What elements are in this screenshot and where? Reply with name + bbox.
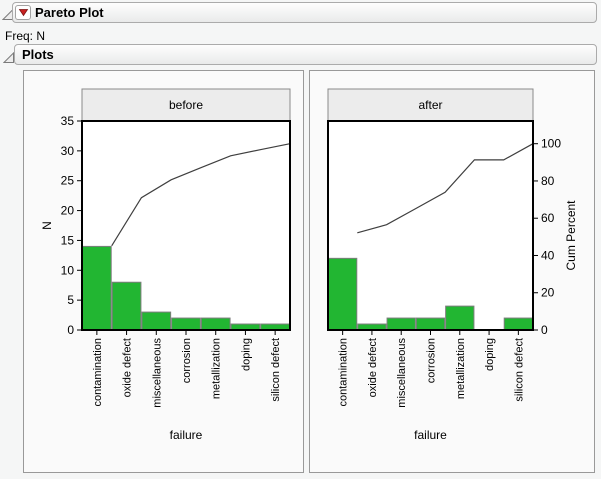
x-category-label: doping xyxy=(484,338,496,371)
red-triangle-menu-button[interactable] xyxy=(15,5,31,20)
x-category-label: contamination xyxy=(92,338,104,407)
y-tick-label: 0 xyxy=(541,323,548,337)
x-category-label: silicon defect xyxy=(513,338,525,402)
pareto-bar-metallization[interactable] xyxy=(445,305,475,331)
y-axis-title-left: N xyxy=(40,221,54,230)
pareto-bar-contamination[interactable] xyxy=(82,245,112,331)
y-tick-label: 15 xyxy=(61,233,75,247)
y-tick-label: 80 xyxy=(541,174,555,188)
x-category-label: metallization xyxy=(211,338,223,399)
y-tick-label: 0 xyxy=(67,323,74,337)
x-category-label: corrosion xyxy=(426,338,438,383)
x-category-label: corrosion xyxy=(181,338,193,383)
cum-percent-line xyxy=(357,143,534,234)
y-axis-title-right: Cum Percent xyxy=(564,200,578,271)
x-category-label: oxide defect xyxy=(122,338,134,397)
pareto-bar-miscellaneous[interactable] xyxy=(141,311,172,331)
panel-label: before xyxy=(169,98,203,112)
panel-header xyxy=(81,88,291,122)
x-category-label: doping xyxy=(240,338,252,371)
y-tick-label: 30 xyxy=(61,144,75,158)
pareto-bar-miscellaneous[interactable] xyxy=(386,317,416,331)
x-axis-title: failure xyxy=(170,428,203,442)
y-tick-label: 5 xyxy=(67,293,74,307)
pareto-chart-after: after 0 20 40 60 80 100 Cum Percent contaminatio… xyxy=(327,88,578,442)
chart-cell-after: after 0 20 40 60 80 100 Cum Percent contaminatio… xyxy=(309,70,595,473)
panel-label: after xyxy=(418,98,442,112)
disclosure-open-icon-plots[interactable] xyxy=(3,52,15,64)
x-axis-title: failure xyxy=(414,428,447,442)
pareto-plot-header-bar[interactable]: Pareto Plot xyxy=(12,2,597,23)
red-triangle-icon xyxy=(18,9,28,17)
x-category-label: metallization xyxy=(455,338,467,399)
x-category-label: miscellaneous xyxy=(396,338,408,408)
panel-header xyxy=(327,88,534,122)
y-tick-label: 40 xyxy=(541,248,555,262)
x-category-label: miscellaneous xyxy=(151,338,163,408)
plots-title: Plots xyxy=(22,47,54,62)
y-tick-label: 10 xyxy=(61,263,75,277)
y-tick-label: 60 xyxy=(541,211,555,225)
pareto-bar-oxide-defect[interactable] xyxy=(111,281,142,331)
pareto-bar-silicon-defect[interactable] xyxy=(503,317,533,331)
y-tick-label: 35 xyxy=(61,114,75,128)
report-title: Pareto Plot xyxy=(35,5,104,20)
x-category-label: contamination xyxy=(338,338,350,407)
freq-label: Freq: N xyxy=(5,29,46,43)
pareto-bar-corrosion[interactable] xyxy=(415,317,446,331)
x-category-label: silicon defect xyxy=(270,338,282,402)
y-tick-label: 20 xyxy=(541,286,555,300)
plot-area xyxy=(328,121,533,330)
y-tick-label: 20 xyxy=(61,204,75,218)
y-tick-label: 100 xyxy=(541,137,561,151)
x-category-label: oxide defect xyxy=(367,338,379,397)
pareto-bar-contamination[interactable] xyxy=(328,257,358,331)
pareto-bar-metallization[interactable] xyxy=(200,317,231,331)
plots-header-bar[interactable]: Plots xyxy=(14,44,597,65)
cum-percent-line xyxy=(111,143,291,247)
pareto-bar-corrosion[interactable] xyxy=(171,317,201,331)
y-tick-label: 25 xyxy=(61,174,75,188)
